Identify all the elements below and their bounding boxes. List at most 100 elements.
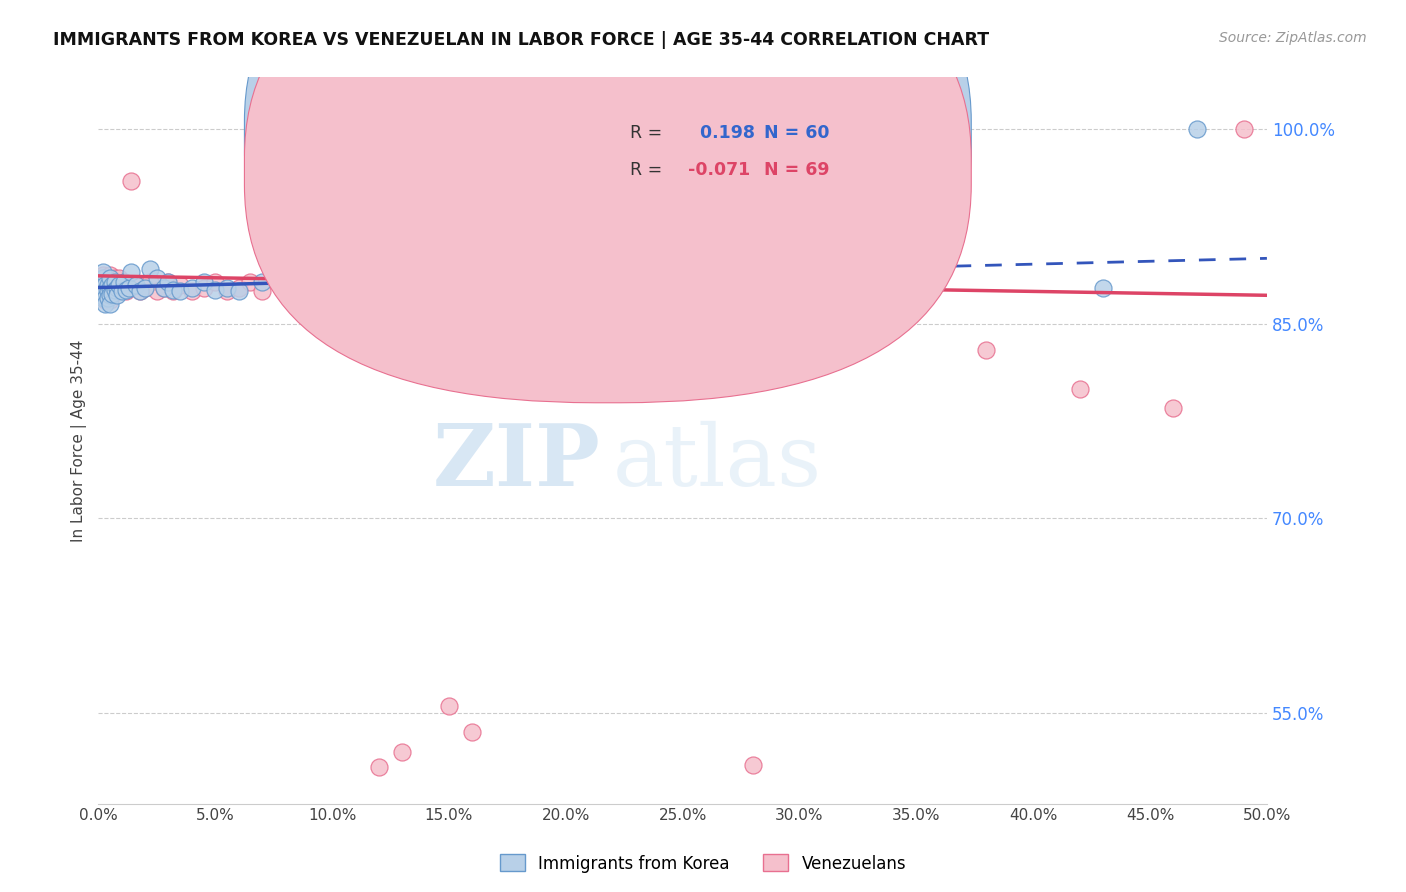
- Point: [274, 277, 297, 292]
- Point: [94, 280, 117, 294]
- Point: [98, 276, 121, 290]
- Point: [321, 280, 343, 294]
- Point: [554, 262, 576, 277]
- Point: [450, 280, 472, 294]
- Point: [101, 277, 124, 292]
- Point: [624, 285, 647, 299]
- Point: [204, 276, 226, 290]
- Point: [162, 283, 184, 297]
- Point: [391, 283, 413, 297]
- Point: [367, 285, 389, 299]
- Point: [90, 285, 112, 299]
- Point: [101, 285, 124, 299]
- Point: [129, 285, 152, 299]
- Point: [152, 280, 174, 294]
- Text: N = 69: N = 69: [765, 161, 830, 178]
- Point: [741, 757, 763, 772]
- Point: [125, 277, 148, 292]
- Point: [91, 265, 114, 279]
- Point: [1092, 280, 1115, 294]
- Point: [461, 725, 484, 739]
- Point: [104, 280, 127, 294]
- Point: [162, 285, 184, 299]
- Point: [98, 271, 121, 285]
- Point: [112, 276, 135, 290]
- Point: [105, 285, 128, 299]
- Point: [98, 293, 121, 308]
- Point: [152, 280, 174, 294]
- Point: [111, 280, 134, 294]
- Point: [391, 280, 413, 294]
- FancyBboxPatch shape: [245, 0, 972, 403]
- Point: [97, 291, 120, 305]
- Point: [94, 293, 117, 308]
- Point: [98, 285, 121, 299]
- Point: [589, 276, 612, 290]
- Point: [94, 277, 117, 292]
- Point: [228, 285, 250, 299]
- Point: [169, 277, 191, 292]
- Point: [94, 297, 117, 311]
- Point: [101, 276, 124, 290]
- Point: [485, 276, 508, 290]
- Point: [624, 276, 647, 290]
- Point: [589, 280, 612, 294]
- Legend: Immigrants from Korea, Venezuelans: Immigrants from Korea, Venezuelans: [494, 847, 912, 880]
- FancyBboxPatch shape: [245, 0, 972, 367]
- Point: [91, 291, 114, 305]
- Text: 0.198: 0.198: [689, 124, 755, 143]
- Point: [976, 343, 998, 357]
- Point: [97, 285, 120, 299]
- Point: [274, 265, 297, 279]
- FancyBboxPatch shape: [578, 106, 863, 197]
- Point: [298, 259, 321, 273]
- Point: [298, 285, 321, 299]
- Point: [367, 276, 389, 290]
- Point: [344, 285, 367, 299]
- Point: [250, 276, 273, 290]
- Point: [228, 280, 250, 294]
- Point: [97, 291, 120, 305]
- Point: [461, 280, 484, 294]
- Text: Source: ZipAtlas.com: Source: ZipAtlas.com: [1219, 31, 1367, 45]
- Point: [97, 285, 120, 299]
- Point: [554, 280, 576, 294]
- Point: [1232, 122, 1254, 136]
- Y-axis label: In Labor Force | Age 35-44: In Labor Force | Age 35-44: [72, 339, 87, 541]
- Point: [90, 277, 112, 292]
- Point: [104, 276, 127, 290]
- Point: [98, 288, 121, 302]
- Text: ZIP: ZIP: [433, 420, 600, 504]
- Point: [94, 285, 117, 299]
- Point: [180, 280, 202, 294]
- Point: [91, 288, 114, 302]
- Point: [215, 280, 238, 294]
- Point: [437, 285, 460, 299]
- Point: [146, 285, 169, 299]
- Point: [125, 277, 148, 292]
- Point: [108, 271, 131, 285]
- Point: [741, 276, 763, 290]
- Point: [90, 271, 112, 285]
- Point: [101, 287, 124, 301]
- Point: [695, 285, 717, 299]
- Point: [91, 268, 114, 282]
- Point: [108, 277, 131, 292]
- Point: [94, 291, 117, 305]
- Point: [105, 276, 128, 290]
- Point: [146, 271, 169, 285]
- Point: [519, 283, 541, 297]
- Point: [415, 291, 437, 305]
- Point: [367, 760, 389, 774]
- Point: [789, 285, 811, 299]
- Point: [204, 283, 226, 297]
- Point: [415, 276, 437, 290]
- Point: [139, 276, 162, 290]
- Point: [169, 285, 191, 299]
- Point: [120, 174, 142, 188]
- Point: [437, 699, 460, 714]
- Point: [111, 285, 134, 299]
- Point: [1163, 401, 1185, 416]
- Point: [157, 276, 180, 290]
- Point: [98, 280, 121, 294]
